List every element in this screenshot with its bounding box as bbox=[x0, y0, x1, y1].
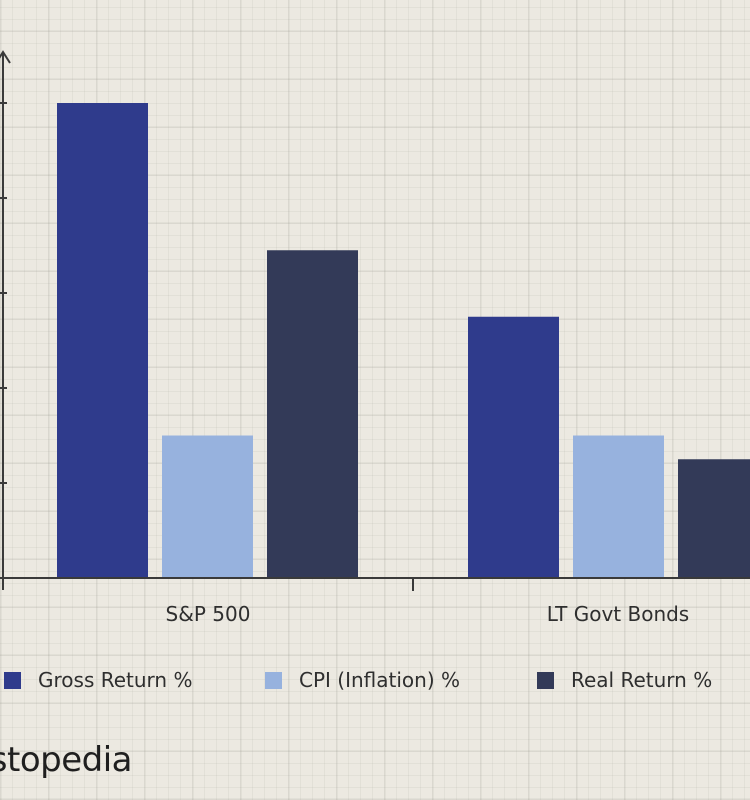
bar bbox=[468, 316, 559, 578]
legend-item-gross-return: Gross Return % bbox=[4, 664, 192, 696]
bar bbox=[162, 435, 253, 578]
category-label: LT Govt Bonds bbox=[547, 602, 689, 626]
category-label: S&P 500 bbox=[166, 602, 251, 626]
bar-chart: S&P 500 LT Govt Bonds bbox=[0, 50, 750, 626]
legend-label: Real Return % bbox=[571, 668, 713, 692]
legend-swatch bbox=[537, 671, 554, 689]
y-axis-arrow bbox=[0, 50, 11, 64]
logo-text: stopedia bbox=[0, 740, 133, 780]
bar bbox=[57, 103, 148, 578]
legend-swatch bbox=[265, 671, 282, 689]
legend: Gross Return % CPI (Inflation) % Real Re… bbox=[0, 664, 750, 696]
legend-swatch bbox=[4, 671, 21, 689]
legend-item-real-return: Real Return % bbox=[537, 664, 712, 696]
legend-label: CPI (Inflation) % bbox=[299, 668, 460, 692]
bar bbox=[267, 250, 358, 578]
bar bbox=[678, 459, 750, 578]
legend-label: Gross Return % bbox=[38, 668, 193, 692]
brand-logo: stopedia bbox=[0, 740, 140, 792]
legend-item-cpi-inflation: CPI (Inflation) % bbox=[265, 664, 460, 696]
bar bbox=[573, 435, 664, 578]
